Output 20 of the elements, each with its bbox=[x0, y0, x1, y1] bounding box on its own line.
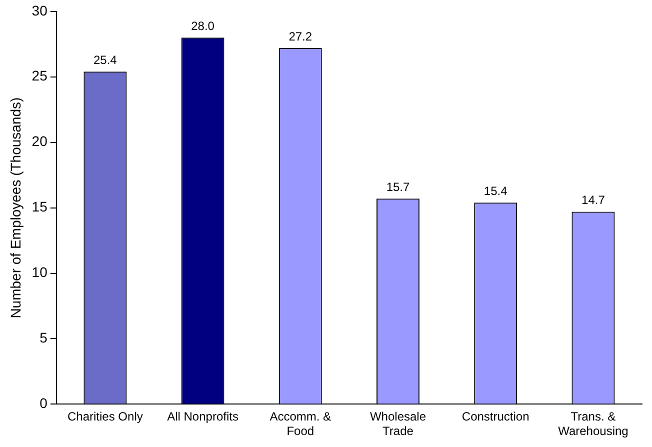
data-label: 28.0 bbox=[191, 18, 215, 33]
y-tick-label: 20 bbox=[32, 133, 48, 150]
y-tick-label: 10 bbox=[32, 264, 48, 280]
x-tick-label: Construction bbox=[462, 410, 530, 424]
data-label: 15.7 bbox=[386, 180, 410, 194]
x-tick-label: Trans. & Warehousing bbox=[558, 410, 628, 438]
data-label: 27.2 bbox=[288, 29, 312, 44]
y-tick-label: 15 bbox=[32, 198, 48, 215]
x-tick-label: Accomm. & Food bbox=[270, 410, 332, 438]
x-tick-label: Wholesale Trade bbox=[370, 410, 426, 438]
x-tick-label: Charities Only bbox=[67, 410, 143, 424]
y-tick-label: 5 bbox=[40, 330, 48, 346]
data-label: 25.4 bbox=[93, 52, 118, 67]
data-label: 15.4 bbox=[484, 184, 508, 198]
x-tick-label: All Nonprofits bbox=[167, 410, 238, 424]
data-label: 14.7 bbox=[582, 193, 606, 208]
y-axis-title: Number of Employees (Thousands) bbox=[7, 97, 24, 318]
y-tick-label: 30 bbox=[32, 2, 48, 18]
y-tick-label: 0 bbox=[40, 395, 48, 412]
y-tick-label: 25 bbox=[32, 68, 48, 84]
